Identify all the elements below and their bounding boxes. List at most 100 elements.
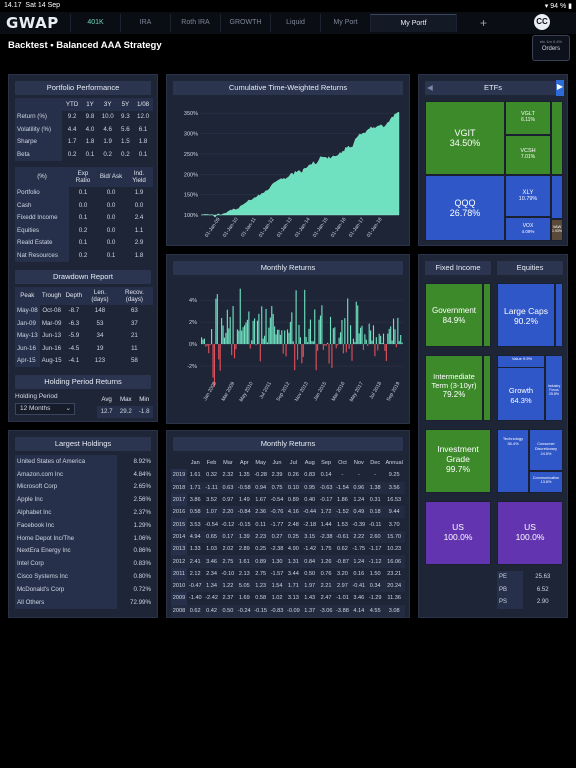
eq-industry-focus[interactable]: Industry Focus 25.8% xyxy=(545,355,563,421)
monthly-bar xyxy=(286,329,289,345)
x-tick-label: Jul 2018 xyxy=(369,381,384,401)
monthly-bar xyxy=(278,329,280,345)
tab-roth-ira[interactable]: Roth IRA xyxy=(170,14,220,32)
monthly-bar xyxy=(275,334,277,345)
tab-growth[interactable]: GROWTH xyxy=(220,14,270,32)
tab-401k[interactable]: 401K xyxy=(70,14,120,32)
monthly-bar xyxy=(295,290,297,345)
monthly-bar xyxy=(375,337,377,345)
table-row: Home Depot Inc/The 1.06% xyxy=(15,531,153,545)
equities-title: Equities xyxy=(497,261,563,275)
fi-us[interactable]: US 100.0% xyxy=(425,501,491,565)
page-title: Backtest • Balanced AAA Strategy xyxy=(8,40,162,51)
etf-qqq[interactable]: QQQ 26.78% xyxy=(425,175,505,241)
add-tab-button[interactable]: + xyxy=(456,14,510,32)
fi-investment-grade[interactable]: Investment Grade 99.7% xyxy=(425,429,491,493)
monthly-bar xyxy=(309,319,312,345)
table-row: 2018 1.71 -1.11 0.63 -0.58 0.94 0.75 0.10 0.95 -0… xyxy=(171,481,405,494)
monthly-bar xyxy=(382,333,385,345)
orders-label: Orders xyxy=(541,46,561,52)
x-tick-label: Jan 2015 xyxy=(313,381,329,402)
monthly-bar xyxy=(301,344,303,364)
breakdown-panel: Fixed Income Equities Government 84.9% In… xyxy=(418,254,568,618)
etf-vgit[interactable]: VGIT 34.50% xyxy=(425,101,505,175)
x-tick-label: Mar 2009 xyxy=(221,381,237,402)
scroll-left-icon[interactable]: ◀ xyxy=(427,83,433,92)
x-tick-label: Sep 2019 xyxy=(386,381,402,403)
eq-growth[interactable]: Value 9.9% Growth 64.3% xyxy=(497,355,545,421)
monthly-bar xyxy=(254,318,256,345)
etf-small-green[interactable] xyxy=(551,101,563,175)
table-row: Equities 0.2 0.0 1.1 xyxy=(15,224,153,237)
monthly-bar xyxy=(296,344,299,360)
scroll-right-icon[interactable]: ▶ xyxy=(556,80,564,96)
avatar[interactable]: CC xyxy=(534,14,550,30)
monthly-bar xyxy=(352,338,354,345)
monthly-bar xyxy=(291,312,293,345)
drawdown-table: Peak Trough Depth Len. (days) Recov. (days) … xyxy=(15,286,153,367)
monthly-bar xyxy=(331,344,333,368)
y-tick-label: 0% xyxy=(189,342,197,348)
etf-vglt[interactable]: VGLT 6.11% xyxy=(505,101,551,135)
holding-period-select[interactable]: 12 Months ⌄ xyxy=(15,403,75,415)
monthly-bar xyxy=(341,319,343,345)
monthly-bar xyxy=(269,317,271,345)
monthly-bar xyxy=(337,344,339,346)
monthly-bar xyxy=(322,344,324,350)
orders-button[interactable]: etc 1m 0.4% Orders xyxy=(532,35,570,61)
etf-xly[interactable]: XLY 10.79% xyxy=(505,175,551,217)
etf-vaw[interactable]: VAW 1.93% xyxy=(551,219,563,241)
monthly-bar xyxy=(231,344,233,356)
x-tick-label: Mar 2016 xyxy=(331,381,347,402)
monthly-bar xyxy=(235,344,237,350)
fi-government[interactable]: Government 84.9% xyxy=(425,283,483,347)
monthly-bar xyxy=(243,325,246,345)
monthly-bar xyxy=(271,306,273,345)
monthly-bar xyxy=(251,340,253,345)
monthly-bar xyxy=(342,344,344,354)
monthly-bar xyxy=(202,339,204,345)
monthly-bar xyxy=(370,330,372,345)
fi-government-rest[interactable] xyxy=(483,283,491,347)
monthly-bar xyxy=(206,344,208,346)
monthly-bar xyxy=(362,344,365,350)
monthly-bar xyxy=(262,338,264,345)
etf-small-blue[interactable] xyxy=(551,175,563,219)
monthly-bar xyxy=(268,327,270,345)
monthly-bar xyxy=(332,328,334,345)
monthly-bar xyxy=(219,344,221,371)
eq-large-rest[interactable] xyxy=(555,283,563,347)
tab-ira[interactable]: IRA xyxy=(120,14,170,32)
monthly-bar xyxy=(242,327,244,345)
tab-liquid[interactable]: Liquid xyxy=(270,14,320,32)
monthly-bar xyxy=(226,309,228,345)
fi-intermediate-rest[interactable] xyxy=(483,355,491,421)
monthly-bar xyxy=(256,320,258,345)
cum-title: Cumulative Time-Weighted Returns xyxy=(173,81,403,95)
table-row: Cash 0.0 0.0 0.0 xyxy=(15,199,153,212)
table-row: Fixedd Income 0.1 0.0 2.4 xyxy=(15,211,153,224)
eq-consumer-discretionary[interactable]: Consumer Discretionary 24.5% xyxy=(529,429,563,471)
x-tick-label: 01-Jan-10 xyxy=(222,217,240,239)
tab-my-portf[interactable]: My Portf xyxy=(370,14,456,32)
monthly-bar xyxy=(365,339,367,345)
table-row: 2012 2.41 3.46 2.75 1.61 0.89 1.30 1.31 0.84 1.26… xyxy=(171,555,405,568)
eq-large-caps[interactable]: Large Caps 90.2% xyxy=(497,283,555,347)
table-row: 2017 3.86 3.52 0.97 1.49 1.67 -0.54 0.89 0.40 -0.… xyxy=(171,493,405,507)
eq-communication[interactable]: Communication 13.8% xyxy=(529,471,563,493)
table-row: May-08 Oct-08 -8.7 148 63 xyxy=(15,304,153,317)
monthly-bar xyxy=(334,327,336,345)
eq-us[interactable]: US 100.0% xyxy=(497,501,563,565)
monthly-bar xyxy=(238,330,240,345)
monthly-bar xyxy=(232,306,234,345)
tab-my-port[interactable]: My Port xyxy=(320,14,370,32)
monthly-bar xyxy=(292,341,294,345)
fi-intermediate[interactable]: Intermediate Term (3-10yr) 79.2% xyxy=(425,355,483,421)
etf-vcsh[interactable]: VCSH 7.01% xyxy=(505,135,551,175)
monthly-bar xyxy=(209,344,211,346)
monthly-bar xyxy=(355,301,357,345)
eq-technology[interactable]: Technology 38.4% xyxy=(497,429,529,493)
monthly-bar xyxy=(325,344,327,346)
etf-vox[interactable]: VOX 4.09% xyxy=(505,217,551,241)
table-row: PS 2.90 xyxy=(497,596,563,609)
